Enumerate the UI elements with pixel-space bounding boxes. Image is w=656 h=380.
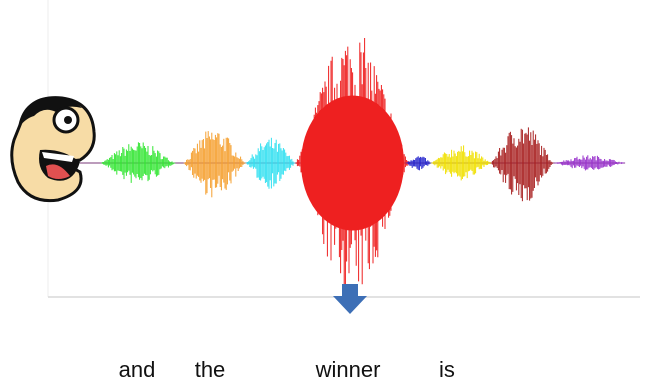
waveform — [100, 38, 625, 292]
face — [12, 98, 94, 201]
wave-segment — [245, 138, 295, 189]
wave-core — [301, 96, 404, 231]
wave-segment — [183, 131, 245, 197]
wave-segment — [553, 155, 625, 170]
wave-segment — [490, 127, 554, 201]
word: winner — [315, 357, 381, 380]
word: and — [119, 357, 156, 380]
wave-segment — [295, 38, 409, 292]
diagram: and the winner is — [0, 0, 656, 380]
word: is — [439, 357, 455, 380]
wave-segment — [405, 156, 431, 170]
page: and the winner is — [0, 0, 656, 380]
word: the — [195, 357, 226, 380]
pupil — [64, 116, 72, 124]
arrow-down — [333, 284, 367, 314]
